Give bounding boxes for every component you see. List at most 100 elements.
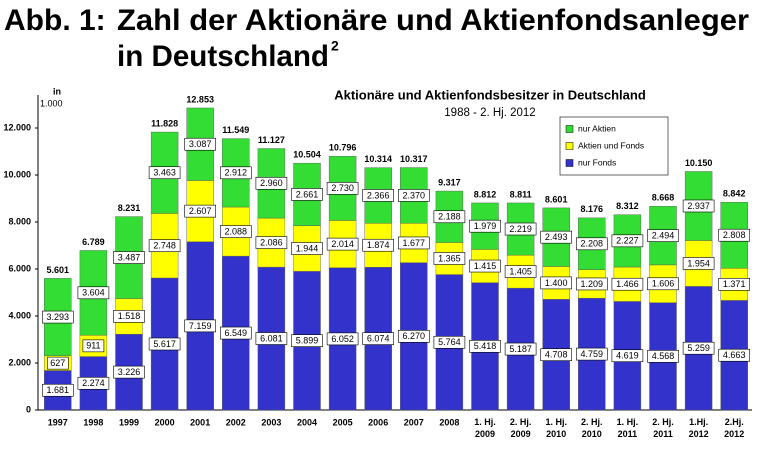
- label-box: [682, 341, 715, 355]
- total-label: 10.317: [400, 154, 428, 164]
- label-box: [647, 277, 679, 291]
- label-box: [575, 277, 608, 291]
- value-label: 2.274: [82, 378, 105, 388]
- x-tick-label: 1998: [83, 417, 103, 427]
- label-box: [397, 189, 430, 202]
- value-label: 5.187: [509, 344, 532, 354]
- value-label: 4.568: [652, 351, 675, 361]
- label-box: [113, 310, 145, 323]
- label-box: [504, 265, 537, 278]
- value-label: 2.912: [225, 168, 248, 178]
- value-label: 4.708: [545, 350, 568, 360]
- label-box: [184, 204, 216, 218]
- x-tick-label: 1999: [119, 417, 139, 427]
- value-label: 3.087: [189, 139, 212, 149]
- x-tick-label: 1997: [48, 417, 68, 427]
- label-box: [255, 332, 288, 345]
- value-label: 5.259: [687, 343, 710, 353]
- legend-box: [559, 116, 669, 176]
- value-label: 5.899: [296, 336, 319, 346]
- label-box: [255, 176, 288, 190]
- label-box: [148, 166, 181, 180]
- label-box: [433, 335, 466, 349]
- value-label: 2.808: [723, 230, 746, 240]
- label-box: [469, 219, 501, 233]
- value-label: 2.937: [687, 201, 710, 211]
- label-box: [718, 278, 751, 291]
- label-box: [469, 340, 501, 353]
- label-box: [362, 332, 395, 345]
- value-label: 2.088: [225, 226, 248, 236]
- figure-title: Zahl der Aktionäre und Aktienfondsanlege…: [117, 4, 749, 37]
- value-label: 2.086: [260, 237, 283, 247]
- label-box: [647, 229, 679, 242]
- x-tick-label: 2. Hj. 2010: [581, 417, 603, 439]
- label-box: [82, 339, 105, 353]
- label-box: [46, 356, 69, 370]
- value-label: 2.014: [331, 239, 354, 249]
- value-label: 2.366: [367, 190, 390, 200]
- label-box: [647, 350, 679, 363]
- value-label: 6.074: [367, 334, 390, 344]
- value-label: 2.227: [616, 236, 639, 246]
- label-box: [397, 330, 430, 343]
- label-box: [291, 188, 323, 201]
- total-label: 8.312: [616, 201, 639, 211]
- x-tick-label: 1.Hj. 2012: [689, 417, 709, 439]
- total-label: 10.314: [364, 154, 392, 164]
- value-label: 2.493: [545, 232, 568, 242]
- value-label: 1.944: [296, 243, 319, 253]
- total-label: 8.176: [581, 204, 604, 214]
- value-label: 5.617: [153, 339, 176, 349]
- label-box: [504, 222, 537, 236]
- label-box: [113, 251, 145, 264]
- x-tick-label: 2008: [439, 417, 459, 427]
- total-label: 8.812: [474, 189, 497, 199]
- label-box: [433, 252, 466, 265]
- label-box: [611, 234, 644, 248]
- x-tick-label: 2.Hj. 2012: [724, 417, 744, 439]
- footnote-mark: 2: [331, 38, 339, 54]
- x-tick-label: 2007: [404, 417, 424, 427]
- value-label: 4.619: [616, 351, 639, 361]
- value-label: 1.371: [723, 279, 746, 289]
- x-tick-label: 2. Hj. 2009: [510, 417, 532, 439]
- label-box: [575, 237, 608, 251]
- legend-swatch: [565, 159, 574, 167]
- label-box: [184, 137, 216, 151]
- total-label: 12.853: [186, 94, 214, 104]
- label-box: [540, 348, 573, 361]
- label-box: [504, 342, 537, 356]
- label-box: [611, 277, 644, 291]
- label-box: [41, 310, 74, 324]
- legend-swatch: [565, 125, 574, 133]
- total-label: 5.601: [47, 265, 70, 275]
- value-label: 2.370: [403, 190, 426, 200]
- label-box: [326, 332, 359, 346]
- label-box: [291, 334, 323, 347]
- total-label: 9.317: [438, 177, 461, 187]
- x-tick-label: 2003: [261, 417, 281, 427]
- legend-label: Aktien und Fonds: [578, 140, 644, 150]
- value-label: 1.606: [652, 279, 675, 289]
- total-label: 11.127: [258, 135, 285, 145]
- value-label: 2.730: [331, 183, 354, 193]
- x-tick-label: 2001: [190, 417, 210, 427]
- label-box: [718, 348, 751, 362]
- x-tick-label: 2002: [226, 417, 246, 427]
- value-label: 1.518: [118, 311, 141, 321]
- label-box: [611, 349, 644, 363]
- value-label: 3.226: [118, 367, 141, 377]
- total-label: 8.811: [510, 189, 532, 199]
- value-label: 3.463: [153, 168, 176, 178]
- value-label: 4.759: [581, 349, 604, 359]
- label-box: [184, 319, 216, 333]
- total-label: 11.549: [222, 125, 249, 135]
- y-tick-label: 12.000: [3, 122, 31, 132]
- value-label: 1.681: [47, 385, 70, 395]
- total-label: 8.842: [723, 189, 746, 199]
- label-box: [326, 182, 359, 195]
- total-label: 11.828: [151, 118, 178, 128]
- value-label: 1.400: [545, 278, 568, 288]
- total-label: 10.796: [329, 143, 357, 153]
